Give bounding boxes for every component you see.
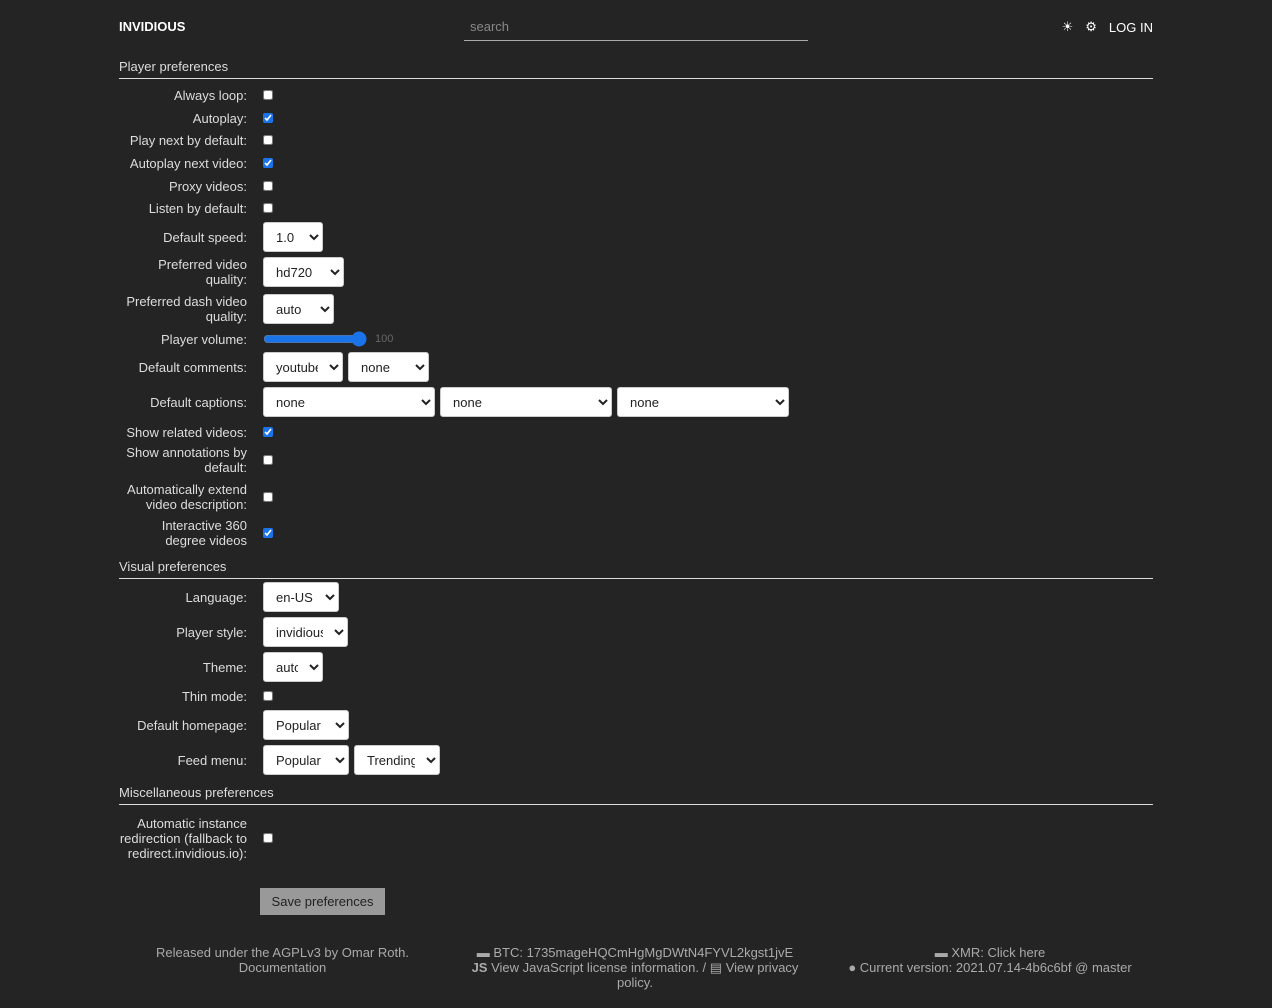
listen-checkbox[interactable] — [263, 203, 273, 213]
volume-value: 100 — [375, 333, 394, 345]
comments-select-1[interactable]: youtube — [263, 352, 343, 382]
license-text: Released under the AGPLv3 by Omar Roth. — [156, 945, 409, 960]
js-icon: JS — [471, 960, 492, 975]
brand-logo[interactable]: INVIDIOUS — [119, 19, 186, 34]
btc-address: BTC: 1735mageHQCmHgMgDWtN4FYVL2kgst1jvE — [493, 945, 794, 960]
github-icon: ● — [848, 960, 860, 975]
label: Preferred dash video quality: — [126, 294, 247, 324]
thin-mode-checkbox[interactable] — [263, 691, 273, 701]
captions-select-3[interactable]: none — [617, 387, 789, 417]
label: Autoplay next video: — [129, 155, 247, 171]
label: Play next by default: — [129, 132, 247, 148]
label: Preferred video quality: — [158, 257, 247, 287]
label: Default captions: — [150, 394, 247, 410]
autoplay-next-checkbox[interactable] — [263, 158, 273, 168]
feed-menu-select-1[interactable]: Popular — [263, 745, 349, 775]
wallet-icon: ▬ — [476, 945, 494, 960]
label: Show related videos: — [126, 424, 247, 440]
captions-select-1[interactable]: none — [263, 387, 435, 417]
dash-quality-select[interactable]: auto — [263, 294, 334, 324]
label: Theme: — [202, 659, 247, 675]
save-preferences-button[interactable]: Save preferences — [260, 888, 385, 915]
label: Automatic instance redirection (fallback… — [119, 815, 247, 861]
annotations-checkbox[interactable] — [263, 455, 273, 465]
wallet-icon: ▬ — [934, 945, 952, 960]
section-misc: Miscellaneous preferences — [119, 785, 1153, 805]
label: Feed menu: — [177, 752, 247, 768]
section-visual: Visual preferences — [119, 559, 1153, 579]
label: Player style: — [176, 624, 247, 640]
language-select[interactable]: en-US — [263, 582, 339, 612]
label: Autoplay: — [192, 110, 247, 126]
label: Language: — [185, 589, 247, 605]
label: Proxy videos: — [168, 178, 247, 194]
search-input[interactable] — [464, 12, 808, 41]
redirect-checkbox[interactable] — [263, 833, 273, 843]
related-checkbox[interactable] — [263, 427, 273, 437]
theme-select[interactable]: auto — [263, 652, 323, 682]
label: Always loop: — [174, 87, 247, 103]
documentation-link[interactable]: Documentation — [238, 960, 327, 975]
settings-icon[interactable]: ⚙ — [1085, 19, 1097, 34]
login-link[interactable]: LOG IN — [1108, 19, 1153, 35]
volume-slider[interactable] — [263, 331, 367, 347]
label: Default homepage: — [137, 717, 247, 733]
quality-select[interactable]: hd720 — [263, 257, 344, 287]
player-style-select[interactable]: invidious — [263, 617, 348, 647]
js-license-link[interactable]: View JavaScript license information. — [491, 960, 699, 975]
label: Listen by default: — [148, 200, 247, 216]
proxy-videos-checkbox[interactable] — [263, 181, 273, 191]
label: Show annotations by default: — [126, 445, 247, 475]
captions-select-2[interactable]: none — [440, 387, 612, 417]
document-icon: ▤ — [709, 960, 726, 975]
extend-description-checkbox[interactable] — [263, 492, 273, 502]
autoplay-checkbox[interactable] — [263, 113, 273, 123]
label: Default comments: — [138, 359, 247, 375]
homepage-select[interactable]: Popular — [263, 710, 349, 740]
section-player: Player preferences — [119, 59, 1153, 79]
always-loop-checkbox[interactable] — [263, 90, 273, 100]
label: Interactive 360 degree videos — [161, 518, 247, 548]
speed-select[interactable]: 1.0 — [263, 222, 323, 252]
label: Default speed: — [163, 229, 247, 245]
feed-menu-select-2[interactable]: Trending — [354, 745, 440, 775]
theme-toggle-icon[interactable]: ☀ — [1061, 19, 1074, 34]
comments-select-2[interactable]: none — [348, 352, 429, 382]
privacy-link[interactable]: View privacy policy. — [617, 960, 799, 990]
xmr-link[interactable]: XMR: Click here — [951, 945, 1046, 960]
version-text[interactable]: Current version: 2021.07.14-4b6c6bf @ ma… — [859, 960, 1132, 975]
label: Automatically extend video description: — [127, 482, 247, 512]
label: Thin mode: — [181, 688, 247, 704]
play-next-checkbox[interactable] — [263, 135, 273, 145]
360-videos-checkbox[interactable] — [263, 528, 273, 538]
label: Player volume: — [161, 331, 247, 347]
